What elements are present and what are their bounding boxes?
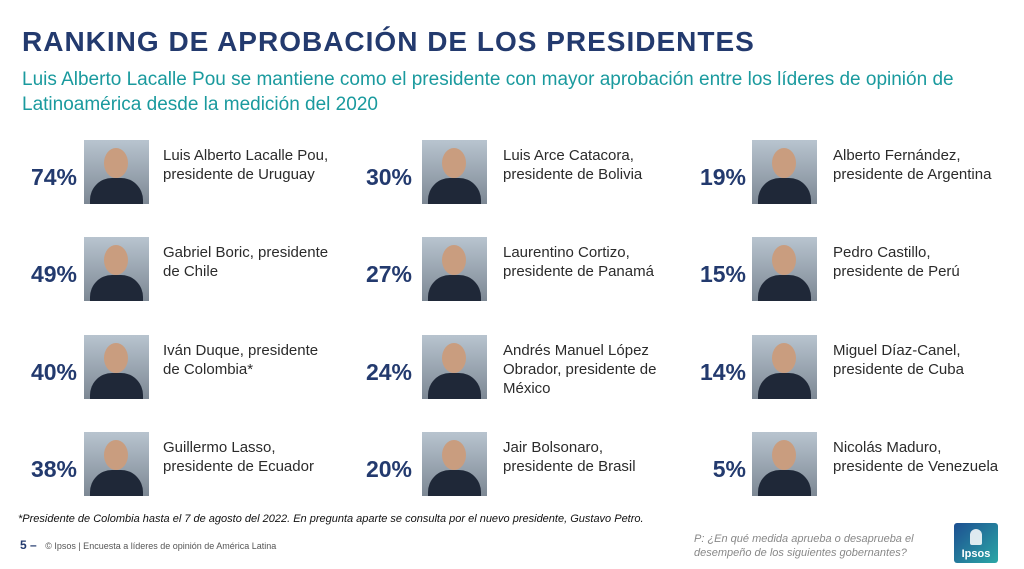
approval-percent: 74%: [30, 164, 77, 190]
page-number: 5 –: [20, 538, 37, 552]
approval-percent: 30%: [365, 164, 412, 190]
survey-question: P: ¿En qué medida aprueba o desaprueba e…: [694, 533, 914, 559]
ipsos-logo-text: Ipsos: [961, 548, 991, 560]
footnote: *Presidente de Colombia hasta el 7 de ag…: [18, 513, 644, 525]
president-photo: [84, 140, 149, 204]
president-name: Jair Bolsonaro, presidente de Brasil: [503, 439, 636, 475]
president-photo: [84, 335, 149, 399]
president-name: Iván Duque, presidente de Colombia*: [163, 342, 319, 378]
president-photo: [422, 432, 487, 496]
president-photo: [752, 140, 817, 204]
page-title: RANKING DE APROBACIÓN DE LOS PRESIDENTES: [22, 26, 755, 57]
president-photo: [422, 237, 487, 301]
president-photo: [422, 335, 487, 399]
president-name: Andrés Manuel López Obrador, presidente …: [503, 342, 657, 397]
president-photo: [84, 432, 149, 496]
approval-percent: 49%: [30, 261, 77, 287]
approval-percent: 38%: [30, 456, 77, 482]
president-name: Nicolás Maduro, presidente de Venezuela: [833, 439, 999, 475]
president-name: Alberto Fernández, presidente de Argenti…: [833, 147, 992, 183]
president-name: Pedro Castillo, presidente de Perú: [833, 244, 960, 280]
president-photo: [752, 432, 817, 496]
president-name: Guillermo Lasso, presidente de Ecuador: [163, 439, 314, 475]
approval-percent: 5%: [712, 456, 746, 482]
approval-percent: 15%: [699, 261, 746, 287]
president-photo: [752, 237, 817, 301]
approval-percent: 19%: [699, 164, 746, 190]
president-name: Laurentino Cortizo, presidente de Panamá: [503, 244, 654, 280]
approval-percent: 24%: [365, 359, 412, 385]
president-name: Luis Arce Catacora, presidente de Bolivi…: [503, 147, 643, 183]
ipsos-logo: Ipsos: [954, 523, 998, 563]
president-name: Luis Alberto Lacalle Pou, presidente de …: [163, 147, 329, 183]
approval-percent: 27%: [365, 261, 412, 287]
president-name: Gabriel Boric, presidente de Chile: [163, 244, 329, 280]
approval-percent: 20%: [365, 456, 412, 482]
president-photo: [84, 237, 149, 301]
president-name: Miguel Díaz-Canel, presidente de Cuba: [833, 342, 964, 378]
approval-percent: 40%: [30, 359, 77, 385]
president-photo: [422, 140, 487, 204]
footer-text: © Ipsos | Encuesta a líderes de opinión …: [45, 541, 277, 551]
approval-percent: 14%: [699, 359, 746, 385]
page-subtitle: Luis Alberto Lacalle Pou se mantiene com…: [22, 69, 954, 115]
president-photo: [752, 335, 817, 399]
ipsos-logo-mark-icon: [970, 529, 982, 545]
footer: 5 – © Ipsos | Encuesta a líderes de opin…: [20, 538, 276, 552]
